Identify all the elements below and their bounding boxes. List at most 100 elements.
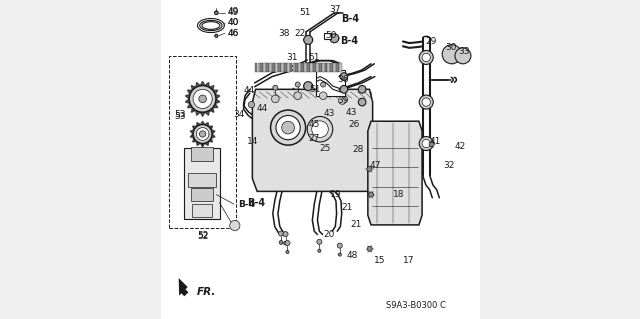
Bar	[255, 63, 257, 72]
Circle shape	[317, 239, 322, 244]
Polygon shape	[252, 89, 372, 191]
Text: 38: 38	[278, 29, 290, 38]
Text: 40: 40	[227, 18, 239, 27]
Polygon shape	[200, 121, 205, 125]
Circle shape	[337, 243, 342, 248]
Circle shape	[312, 121, 328, 137]
Bar	[284, 63, 287, 72]
Circle shape	[199, 95, 207, 103]
Text: 43: 43	[346, 108, 357, 117]
Polygon shape	[186, 99, 190, 103]
Circle shape	[286, 250, 289, 254]
Text: 21: 21	[341, 204, 353, 212]
Polygon shape	[213, 90, 218, 94]
Polygon shape	[209, 126, 212, 130]
Circle shape	[193, 124, 212, 144]
Text: 25: 25	[319, 144, 330, 153]
Circle shape	[304, 82, 313, 91]
Bar	[328, 63, 330, 72]
Polygon shape	[200, 81, 205, 86]
Text: 21: 21	[350, 220, 362, 229]
Text: 44: 44	[256, 104, 268, 113]
Circle shape	[369, 192, 374, 197]
Text: 17: 17	[403, 256, 415, 265]
Circle shape	[339, 97, 346, 104]
Bar	[307, 63, 310, 72]
Text: 26: 26	[349, 120, 360, 129]
Text: 22: 22	[294, 29, 306, 38]
Bar	[266, 63, 269, 72]
Polygon shape	[196, 110, 200, 115]
Bar	[170, 56, 236, 228]
Circle shape	[200, 131, 206, 137]
Circle shape	[318, 249, 321, 252]
Circle shape	[321, 82, 326, 87]
Circle shape	[358, 85, 366, 93]
Bar	[272, 63, 275, 72]
Bar	[188, 173, 216, 187]
Text: 41: 41	[430, 137, 442, 146]
Circle shape	[340, 85, 348, 93]
Circle shape	[189, 85, 216, 112]
Polygon shape	[368, 121, 422, 225]
Circle shape	[248, 101, 255, 108]
Text: 51: 51	[300, 8, 311, 17]
Circle shape	[271, 95, 279, 103]
Text: 18: 18	[394, 190, 405, 199]
Text: 44: 44	[243, 86, 255, 95]
Circle shape	[307, 116, 333, 142]
Bar	[184, 148, 220, 219]
Circle shape	[419, 137, 433, 151]
Text: 53: 53	[174, 112, 186, 121]
Text: 51: 51	[309, 85, 321, 94]
Polygon shape	[205, 82, 209, 87]
Bar	[301, 63, 304, 72]
Bar	[191, 188, 213, 201]
Circle shape	[419, 95, 433, 109]
Circle shape	[271, 110, 306, 145]
Circle shape	[319, 92, 327, 100]
Circle shape	[294, 92, 301, 100]
Polygon shape	[188, 90, 193, 94]
Circle shape	[273, 85, 278, 90]
Polygon shape	[196, 122, 200, 127]
Circle shape	[340, 87, 345, 92]
Text: 40: 40	[227, 19, 239, 27]
Bar	[330, 63, 333, 72]
Text: 52: 52	[197, 232, 208, 241]
Text: 28: 28	[352, 145, 364, 154]
Text: 34: 34	[234, 110, 245, 119]
Circle shape	[295, 82, 300, 87]
Circle shape	[330, 34, 339, 43]
Polygon shape	[196, 82, 200, 87]
Circle shape	[276, 115, 300, 140]
Text: 43: 43	[323, 109, 335, 118]
Circle shape	[304, 35, 313, 44]
Polygon shape	[196, 141, 200, 145]
Text: 15: 15	[374, 256, 385, 265]
Circle shape	[283, 232, 288, 237]
Text: 52: 52	[197, 231, 208, 240]
Circle shape	[193, 89, 212, 108]
Text: 20: 20	[323, 230, 335, 239]
Bar	[296, 63, 298, 72]
Text: 37: 37	[330, 5, 341, 14]
Polygon shape	[200, 143, 205, 147]
Bar	[333, 63, 336, 72]
Text: B-4: B-4	[246, 197, 265, 208]
Polygon shape	[190, 130, 194, 134]
Polygon shape	[211, 134, 215, 138]
Circle shape	[338, 253, 341, 256]
Polygon shape	[205, 110, 209, 115]
Bar	[287, 63, 289, 72]
Bar	[298, 63, 301, 72]
Polygon shape	[215, 94, 220, 99]
Text: 42: 42	[455, 142, 466, 151]
Text: 49: 49	[227, 8, 239, 17]
Text: 46: 46	[227, 29, 239, 38]
Circle shape	[285, 241, 290, 246]
Circle shape	[340, 73, 348, 80]
Text: 49: 49	[227, 7, 239, 16]
Circle shape	[422, 98, 430, 106]
Polygon shape	[188, 103, 193, 108]
